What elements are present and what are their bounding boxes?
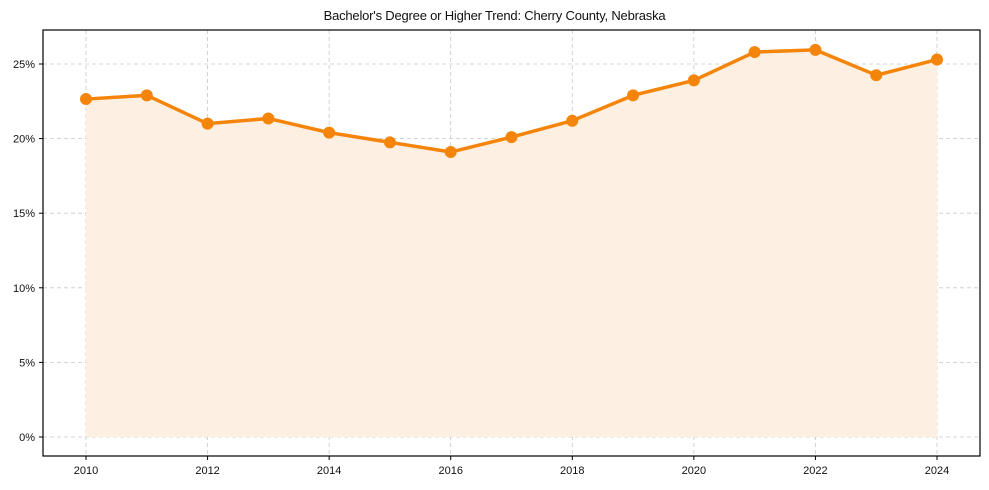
data-point [383, 136, 396, 149]
y-tick-label: 0% [19, 432, 35, 444]
x-tick-label: 2016 [438, 465, 462, 477]
data-point [323, 126, 336, 139]
data-point [262, 112, 275, 125]
data-point [201, 117, 214, 130]
x-tick-label: 2012 [195, 465, 219, 477]
data-point [505, 131, 518, 144]
y-tick-label: 20% [13, 134, 35, 146]
x-tick-label: 2014 [317, 465, 341, 477]
data-point [627, 89, 640, 102]
data-points [80, 43, 943, 159]
x-tick-label: 2018 [560, 465, 584, 477]
data-point [566, 114, 579, 127]
data-point [748, 46, 761, 59]
chart-title: Bachelor's Degree or Higher Trend: Cherr… [323, 8, 666, 23]
data-point [931, 53, 943, 66]
x-tick-label: 2010 [74, 465, 98, 477]
x-tick-label: 2022 [803, 465, 827, 477]
data-point [80, 93, 92, 106]
data-point [870, 69, 883, 82]
y-tick-label: 25% [13, 59, 35, 71]
y-tick-label: 15% [13, 208, 35, 220]
y-axis: 0% 5% 10% 15% 20% 25% [13, 59, 43, 444]
y-tick-label: 10% [13, 283, 35, 295]
data-point [809, 43, 822, 56]
data-point [140, 89, 153, 102]
x-axis: 2010 2012 2014 2016 2018 2020 2022 2024 [74, 456, 949, 477]
x-tick-label: 2024 [925, 465, 949, 477]
y-tick-label: 5% [19, 357, 35, 369]
data-point [444, 146, 457, 159]
plot-frame [42, 29, 981, 457]
data-point [687, 74, 700, 87]
x-tick-label: 2020 [682, 465, 706, 477]
area-fill [86, 49, 937, 438]
